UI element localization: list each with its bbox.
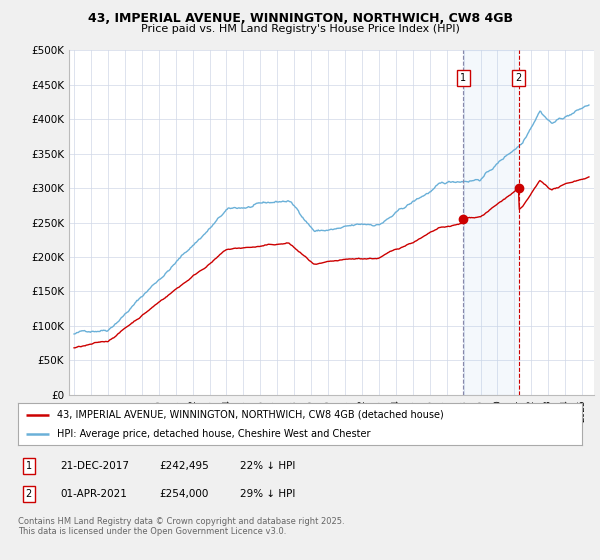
- Text: This data is licensed under the Open Government Licence v3.0.: This data is licensed under the Open Gov…: [18, 528, 286, 536]
- Text: 22% ↓ HPI: 22% ↓ HPI: [240, 461, 295, 471]
- Text: Price paid vs. HM Land Registry's House Price Index (HPI): Price paid vs. HM Land Registry's House …: [140, 24, 460, 34]
- Text: 21-DEC-2017: 21-DEC-2017: [60, 461, 129, 471]
- Text: 43, IMPERIAL AVENUE, WINNINGTON, NORTHWICH, CW8 4GB (detached house): 43, IMPERIAL AVENUE, WINNINGTON, NORTHWI…: [58, 409, 444, 419]
- Text: 01-APR-2021: 01-APR-2021: [60, 489, 127, 499]
- Text: 2: 2: [26, 489, 32, 499]
- Text: 29% ↓ HPI: 29% ↓ HPI: [240, 489, 295, 499]
- Text: 1: 1: [460, 73, 466, 83]
- Text: Contains HM Land Registry data © Crown copyright and database right 2025.: Contains HM Land Registry data © Crown c…: [18, 517, 344, 526]
- Text: £254,000: £254,000: [159, 489, 208, 499]
- Text: 43, IMPERIAL AVENUE, WINNINGTON, NORTHWICH, CW8 4GB: 43, IMPERIAL AVENUE, WINNINGTON, NORTHWI…: [88, 12, 512, 25]
- Text: HPI: Average price, detached house, Cheshire West and Chester: HPI: Average price, detached house, Ches…: [58, 429, 371, 439]
- Text: 2: 2: [515, 73, 522, 83]
- Bar: [463, 50, 518, 395]
- Text: 1: 1: [26, 461, 32, 471]
- Text: £242,495: £242,495: [159, 461, 209, 471]
